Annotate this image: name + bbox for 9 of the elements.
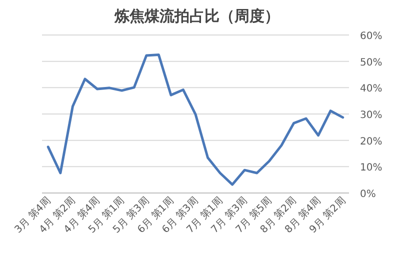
y-tick-label: 30% xyxy=(360,110,382,121)
y-tick-label: 0% xyxy=(360,189,376,200)
y-tick-label: 50% xyxy=(360,57,382,68)
line-series xyxy=(46,54,344,186)
y-tick-label: 60% xyxy=(360,31,382,42)
y-tick-label: 40% xyxy=(360,84,382,95)
chart-title: 炼焦煤流拍占比（周度） xyxy=(114,7,280,25)
y-tick-label: 10% xyxy=(360,162,382,174)
y-tick-label: 20% xyxy=(360,136,382,148)
